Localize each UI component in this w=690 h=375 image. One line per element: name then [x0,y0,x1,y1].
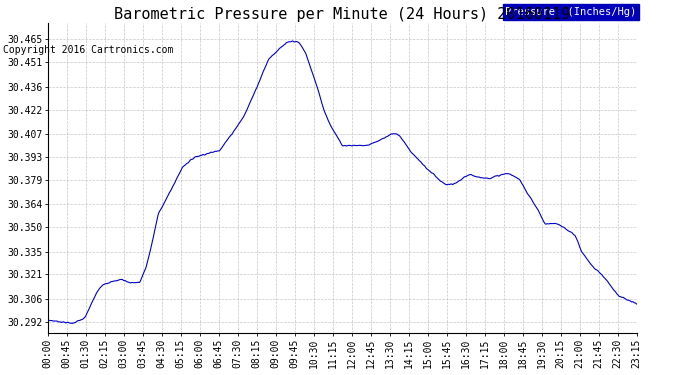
Text: Pressure  (Inches/Hg): Pressure (Inches/Hg) [505,7,637,17]
Title: Barometric Pressure per Minute (24 Hours) 20160119: Barometric Pressure per Minute (24 Hours… [114,7,571,22]
Text: Copyright 2016 Cartronics.com: Copyright 2016 Cartronics.com [3,45,174,55]
